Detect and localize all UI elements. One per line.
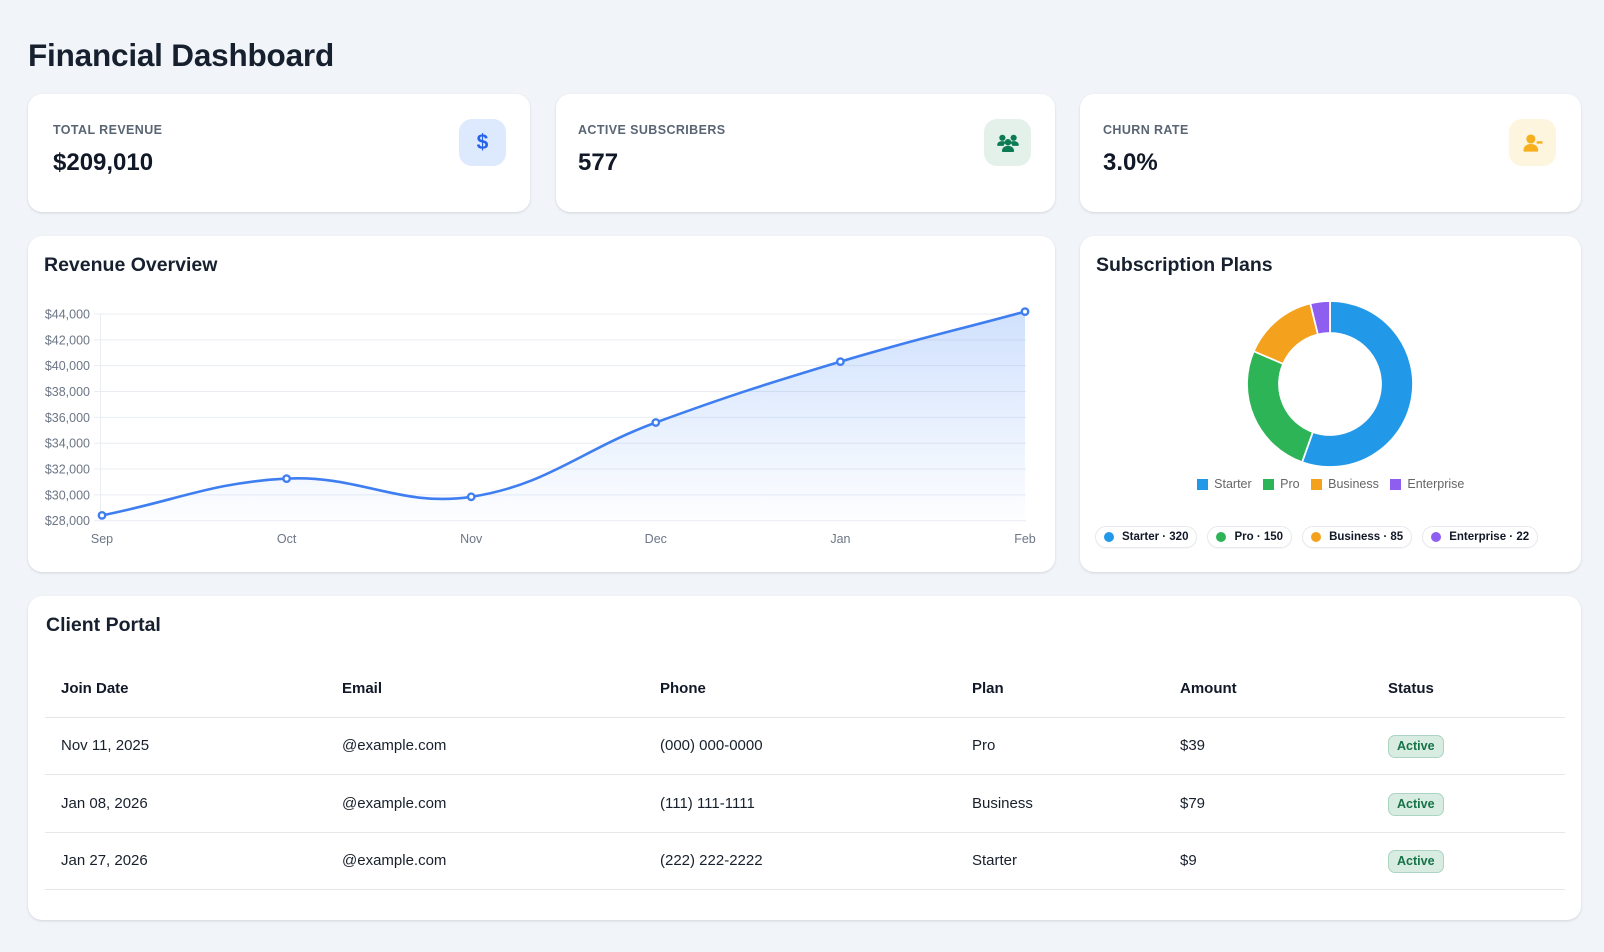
svg-text:$36,000: $36,000 [45, 411, 90, 425]
svg-text:$30,000: $30,000 [45, 488, 90, 502]
svg-text:Dec: Dec [645, 532, 667, 546]
svg-text:Nov: Nov [460, 532, 483, 546]
svg-text:Sep: Sep [91, 532, 113, 546]
svg-text:$28,000: $28,000 [45, 514, 90, 528]
svg-text:Oct: Oct [277, 532, 297, 546]
svg-text:$32,000: $32,000 [45, 463, 90, 477]
svg-text:Feb: Feb [1014, 532, 1036, 546]
svg-text:Jan: Jan [830, 532, 850, 546]
svg-text:$44,000: $44,000 [45, 308, 90, 322]
svg-text:$42,000: $42,000 [45, 333, 90, 347]
svg-text:$40,000: $40,000 [45, 359, 90, 373]
svg-text:$38,000: $38,000 [45, 385, 90, 399]
svg-text:$34,000: $34,000 [45, 437, 90, 451]
